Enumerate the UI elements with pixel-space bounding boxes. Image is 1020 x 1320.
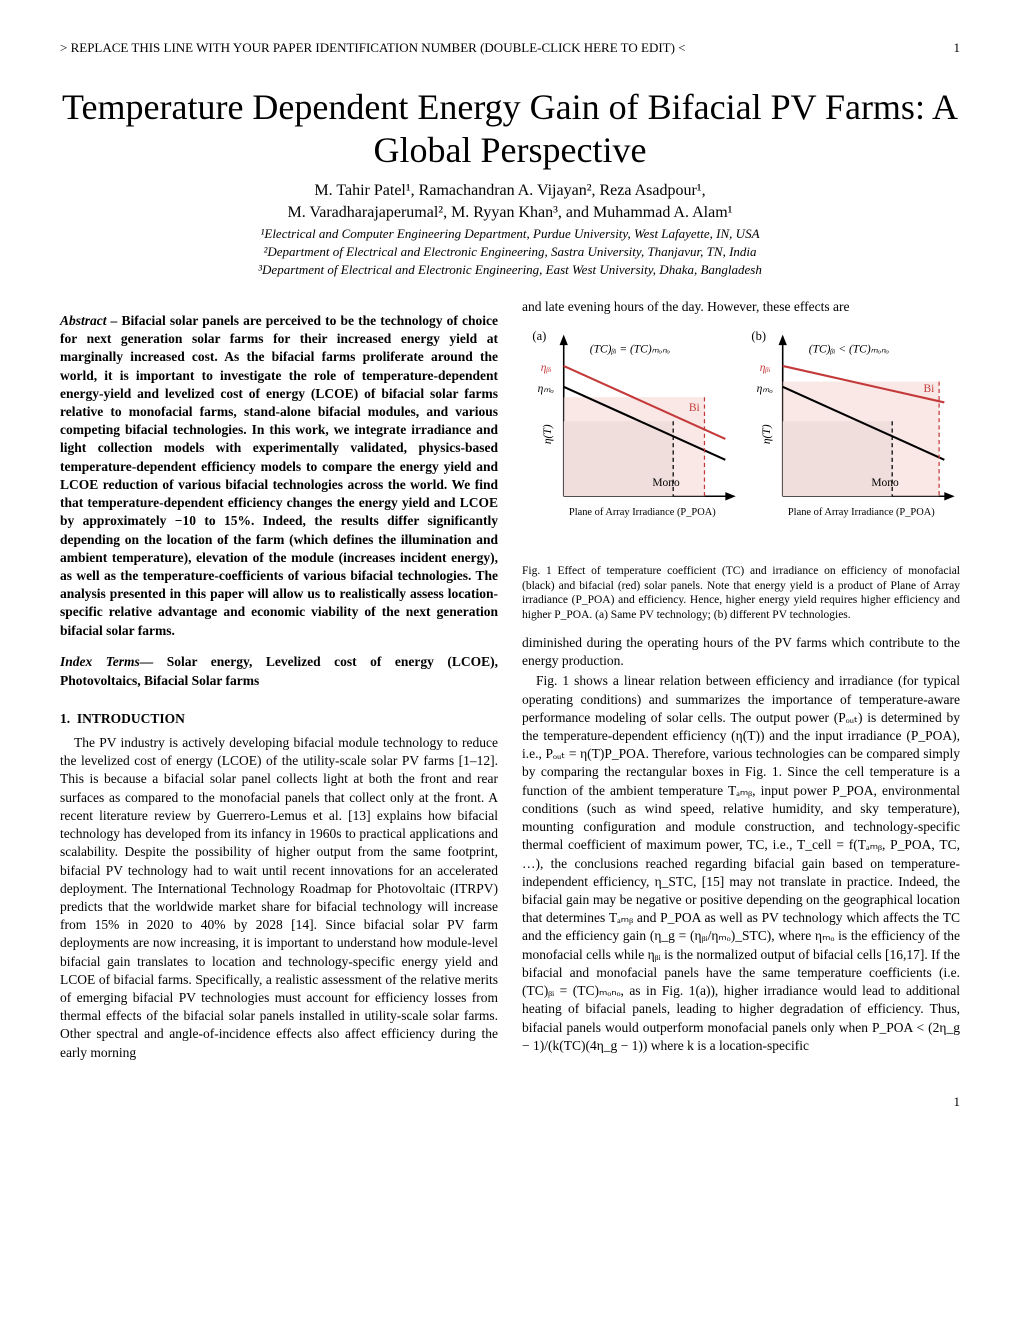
fig1-xlabel-b: Plane of Array Irradiance (P_POA) <box>788 507 935 518</box>
right-column: and late evening hours of the day. Howev… <box>522 298 960 1064</box>
fig1-eq-b: (TC)ᵦᵢ < (TC)ₘₒₙₒ <box>809 343 889 355</box>
col2-top-line: and late evening hours of the day. Howev… <box>522 298 960 316</box>
abstract-block: Abstract – Bifacial solar panels are per… <box>60 312 498 640</box>
figure-1-svg: (a) <box>522 319 960 559</box>
fig1-mono-label-b: Mono <box>871 476 899 488</box>
section-1-number: 1. <box>60 711 70 726</box>
fig1-eta-bi-b: ηᵦᵢ <box>760 362 771 374</box>
index-terms: Index Terms— Solar energy, Levelized cos… <box>60 653 498 689</box>
section-1-title: INTRODUCTION <box>77 711 185 726</box>
col2-p2: Fig. 1 shows a linear relation between e… <box>522 672 960 1055</box>
authors-line-2: M. Varadharajaperumal², M. Ryyan Khan³, … <box>60 204 960 222</box>
fig1-xlabel-a: Plane of Array Irradiance (P_POA) <box>569 507 716 518</box>
affiliation-3: ³Department of Electrical and Electronic… <box>60 262 960 278</box>
paper-title: Temperature Dependent Energy Gain of Bif… <box>60 86 960 172</box>
fig1-ylabel-a: η(T) <box>542 424 554 444</box>
intro-paragraph-1: The PV industry is actively developing b… <box>60 734 498 1062</box>
fig1-eta-mo-a: ηₘₒ <box>538 383 554 395</box>
section-1-heading: 1. INTRODUCTION <box>60 710 498 728</box>
left-column: Abstract – Bifacial solar panels are per… <box>60 298 498 1064</box>
affiliation-2: ²Department of Electrical and Electronic… <box>60 244 960 260</box>
fig1-panel-b-label: (b) <box>751 328 766 342</box>
abstract-label: Abstract – <box>60 313 122 328</box>
two-column-body: Abstract – Bifacial solar panels are per… <box>60 298 960 1064</box>
figure-1: (a) <box>522 319 960 559</box>
affiliation-1: ¹Electrical and Computer Engineering Dep… <box>60 226 960 242</box>
col2-p1: diminished during the operating hours of… <box>522 634 960 670</box>
fig1-bi-label-b: Bi <box>923 383 934 395</box>
fig1-eta-bi-a: ηᵦᵢ <box>541 362 552 374</box>
running-header: > REPLACE THIS LINE WITH YOUR PAPER IDEN… <box>60 40 960 56</box>
fig1-ylabel-b: η(T) <box>761 424 773 444</box>
fig1-eta-mo-b: ηₘₒ <box>757 383 773 395</box>
authors-line-1: M. Tahir Patel¹, Ramachandran A. Vijayan… <box>60 182 960 200</box>
fig1-panel-a-label: (a) <box>532 328 546 342</box>
header-left: > REPLACE THIS LINE WITH YOUR PAPER IDEN… <box>60 40 686 56</box>
figure-1-caption: Fig. 1 Effect of temperature coefficient… <box>522 564 960 622</box>
abstract-text: Bifacial solar panels are perceived to b… <box>60 313 498 638</box>
index-terms-label: Index Terms— <box>60 654 167 669</box>
fig1-mono-label-a: Mono <box>652 476 680 488</box>
header-page-num: 1 <box>954 40 961 56</box>
page-number: 1 <box>60 1094 960 1110</box>
fig1-eq-a: (TC)ᵦᵢ = (TC)ₘₒₙₒ <box>590 343 670 355</box>
fig1-bi-label-a: Bi <box>689 401 700 413</box>
